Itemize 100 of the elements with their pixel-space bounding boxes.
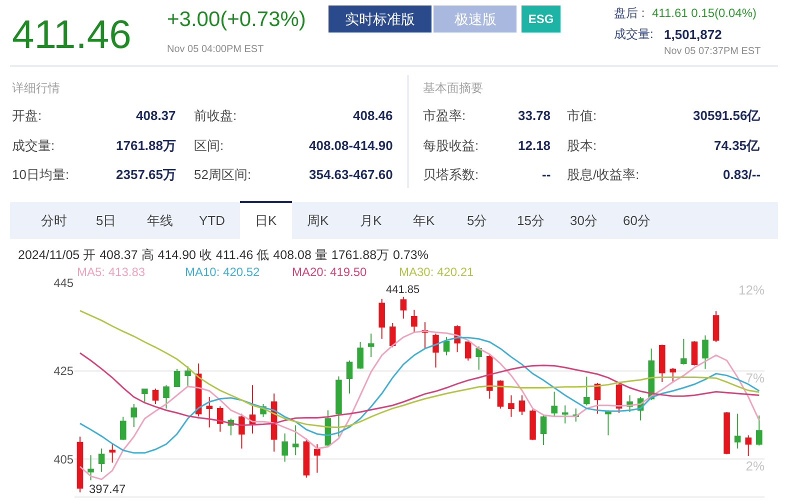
candlestick — [142, 388, 148, 402]
candlestick — [184, 366, 191, 388]
text: 每股收益: — [423, 138, 479, 153]
text: 354.63-467.60 — [309, 167, 393, 182]
candlestick — [130, 404, 138, 428]
candlestick — [734, 413, 741, 450]
text: 0.83/-- — [723, 167, 761, 182]
text: 411.46 — [12, 13, 132, 57]
text: MA20: 419.50 — [292, 265, 368, 279]
y-tick-label: 445 — [54, 276, 74, 290]
text: 成交量: — [12, 138, 55, 153]
text: 极速版 — [454, 11, 496, 27]
text: 30591.56亿 — [693, 108, 762, 123]
text: ESG — [528, 12, 554, 26]
candlestick — [303, 438, 310, 478]
candlestick — [658, 344, 666, 383]
text: 日K — [255, 213, 277, 228]
text: 408.37 — [136, 108, 176, 123]
text: 市值: — [567, 108, 597, 123]
candlestick — [314, 444, 320, 474]
text: 30分 — [570, 213, 598, 228]
candlestick — [206, 396, 212, 428]
text: 贝塔系数: — [423, 167, 479, 182]
text: 60分 — [623, 213, 650, 228]
candlestick — [518, 394, 526, 416]
candlestick — [680, 338, 687, 365]
text: 年K — [413, 213, 435, 228]
text: 市盈率: — [423, 108, 466, 123]
candlestick — [292, 424, 299, 456]
candlestick — [443, 336, 450, 356]
text: 周K — [307, 213, 329, 228]
text: 年线 — [147, 213, 173, 228]
candlestick — [508, 394, 514, 418]
candlestick — [357, 341, 364, 370]
candlestick — [540, 414, 547, 446]
text: MA30: 420.21 — [399, 265, 474, 279]
candlestick — [98, 448, 105, 472]
y-tick-label: 405 — [54, 452, 74, 466]
text: MA10: 420.52 — [185, 265, 260, 279]
candlestick — [238, 413, 245, 450]
text: 1,501,872 — [664, 27, 722, 42]
y-tick-label: 425 — [54, 364, 74, 378]
annotation: 397.47 — [89, 482, 126, 496]
text: YTD — [199, 213, 225, 228]
text: 5日 — [96, 213, 116, 228]
text: 股本: — [567, 138, 597, 153]
text: 52周区间: — [194, 167, 252, 182]
candlestick — [120, 416, 126, 441]
text: Nov 05 07:37PM EST — [664, 46, 761, 57]
candlestick — [530, 408, 536, 441]
text: 15分 — [517, 213, 544, 228]
text: 成交量: — [614, 27, 654, 41]
text: 12.18 — [518, 138, 551, 153]
candlestick — [562, 404, 568, 424]
candlestick — [411, 309, 418, 333]
candlestick — [152, 388, 159, 405]
text: 前收盘: — [194, 108, 237, 123]
candlestick — [217, 406, 224, 432]
text: 2357.65万 — [116, 167, 176, 182]
candlestick — [282, 433, 288, 462]
candlestick — [400, 296, 407, 320]
text: 区间: — [194, 138, 224, 153]
candlestick — [88, 454, 94, 481]
text: 详细行情 — [12, 81, 60, 95]
candlestick — [745, 434, 752, 456]
candlestick — [76, 436, 84, 493]
candlestick — [497, 380, 504, 409]
candlestick — [691, 340, 698, 366]
candlestick — [378, 298, 385, 340]
text: 月K — [360, 213, 382, 228]
text: 408.08-414.90 — [309, 138, 393, 153]
candlestick — [724, 411, 730, 455]
text: 10日均量: — [12, 167, 70, 182]
text: 实时标准版 — [345, 11, 415, 27]
candlestick — [389, 322, 396, 348]
candlestick — [336, 376, 342, 438]
candlestick — [605, 410, 612, 436]
candlestick — [584, 376, 590, 406]
text: 33.78 — [518, 108, 551, 123]
candlestick — [163, 384, 170, 409]
text: 1761.88万 — [116, 138, 176, 153]
candlestick — [432, 333, 439, 368]
text: 74.35亿 — [714, 138, 761, 153]
candlestick — [476, 346, 482, 370]
candlestick — [346, 360, 353, 394]
annotation: 441.85 — [386, 284, 420, 296]
y2-tick-label: 7% — [746, 370, 765, 386]
candlestick — [368, 333, 374, 358]
y2-tick-label: 12% — [738, 282, 765, 298]
text: 2024/11/05 开 408.37 高 414.90 收 411.46 低 408.08 量 1761.88万 0.73% — [18, 247, 428, 262]
text: 开盘: — [12, 108, 42, 123]
text: 411.61 0.15(0.04%) — [652, 6, 757, 20]
candlestick — [486, 354, 493, 400]
candlestick — [702, 334, 708, 370]
text: 基本面摘要 — [423, 81, 483, 95]
candlestick — [109, 444, 116, 464]
candlestick — [756, 415, 762, 446]
candlestick — [174, 368, 180, 388]
text: -- — [542, 167, 551, 182]
candlestick — [464, 341, 472, 361]
